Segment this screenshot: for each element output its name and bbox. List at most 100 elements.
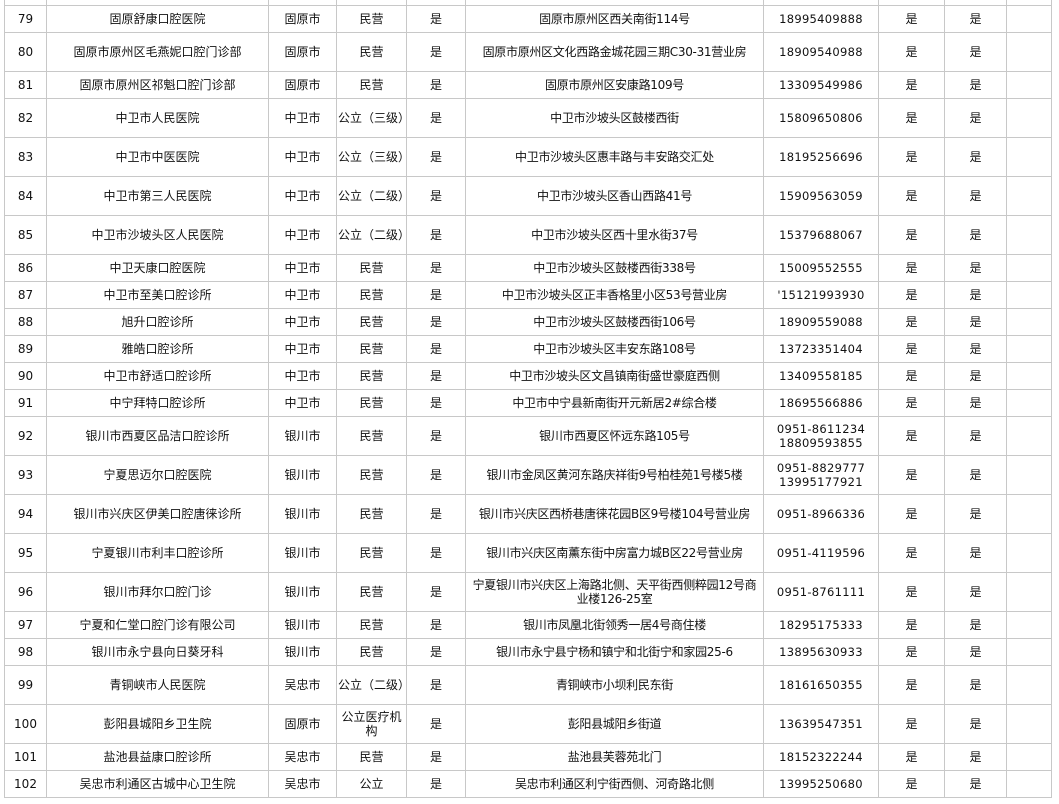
city-cell[interactable]: 中卫市 <box>268 176 337 216</box>
flag-3-cell[interactable]: 是 <box>944 71 1007 99</box>
empty-cell[interactable] <box>1006 638 1052 666</box>
flag-1-cell[interactable]: 是 <box>406 254 466 282</box>
row-number-cell[interactable]: 101 <box>4 743 47 771</box>
institution-name-cell[interactable]: 中卫市第三人民医院 <box>46 176 269 216</box>
flag-3-cell[interactable]: 是 <box>944 98 1007 138</box>
phone-cell[interactable]: 18161650355 <box>763 665 879 705</box>
flag-3-cell[interactable]: 是 <box>944 176 1007 216</box>
address-cell[interactable]: 中卫市中宁县新南街开元新居2#综合楼 <box>465 389 764 417</box>
institution-name-cell[interactable]: 固原市原州区祁魁口腔门诊部 <box>46 71 269 99</box>
phone-cell[interactable]: 13723351404 <box>763 335 879 363</box>
address-cell[interactable]: 中卫市沙坡头区鼓楼西街106号 <box>465 308 764 336</box>
flag-3-cell[interactable]: 是 <box>944 455 1007 495</box>
phone-cell[interactable]: 18195256696 <box>763 137 879 177</box>
address-cell[interactable]: 银川市永宁县宁杨和镇宁和北街宁和家园25-6 <box>465 638 764 666</box>
ownership-type-cell[interactable]: 民营 <box>336 455 407 495</box>
city-cell[interactable]: 固原市 <box>268 32 337 72</box>
flag-1-cell[interactable]: 是 <box>406 389 466 417</box>
empty-cell[interactable] <box>1006 572 1052 612</box>
phone-cell[interactable]: 0951-8611234 18809593855 <box>763 416 879 456</box>
empty-cell[interactable] <box>1006 215 1052 255</box>
empty-cell[interactable] <box>1006 665 1052 705</box>
flag-1-cell[interactable]: 是 <box>406 533 466 573</box>
institution-name-cell[interactable]: 中卫市至美口腔诊所 <box>46 281 269 309</box>
address-cell[interactable]: 中卫市沙坡头区香山西路41号 <box>465 176 764 216</box>
flag-1-cell[interactable]: 是 <box>406 362 466 390</box>
flag-2-cell[interactable]: 是 <box>878 743 945 771</box>
address-cell[interactable]: 盐池县芙蓉苑北门 <box>465 743 764 771</box>
phone-cell[interactable]: 0951-4119596 <box>763 533 879 573</box>
city-cell[interactable]: 吴忠市 <box>268 665 337 705</box>
empty-cell[interactable] <box>1006 281 1052 309</box>
flag-2-cell[interactable]: 是 <box>878 5 945 33</box>
flag-1-cell[interactable]: 是 <box>406 176 466 216</box>
flag-2-cell[interactable]: 是 <box>878 416 945 456</box>
address-cell[interactable]: 固原市原州区安康路109号 <box>465 71 764 99</box>
row-number-cell[interactable]: 79 <box>4 5 47 33</box>
ownership-type-cell[interactable]: 民营 <box>336 5 407 33</box>
phone-cell[interactable]: 13309549986 <box>763 71 879 99</box>
ownership-type-cell[interactable]: 民营 <box>336 743 407 771</box>
flag-2-cell[interactable]: 是 <box>878 137 945 177</box>
flag-2-cell[interactable]: 是 <box>878 533 945 573</box>
row-number-cell[interactable]: 97 <box>4 611 47 639</box>
address-cell[interactable]: 银川市兴庆区南薰东街中房富力城B区22号营业房 <box>465 533 764 573</box>
institution-name-cell[interactable]: 银川市永宁县向日葵牙科 <box>46 638 269 666</box>
flag-3-cell[interactable]: 是 <box>944 638 1007 666</box>
ownership-type-cell[interactable]: 民营 <box>336 572 407 612</box>
city-cell[interactable]: 固原市 <box>268 71 337 99</box>
city-cell[interactable]: 中卫市 <box>268 389 337 417</box>
ownership-type-cell[interactable]: 民营 <box>336 416 407 456</box>
institution-name-cell[interactable]: 盐池县益康口腔诊所 <box>46 743 269 771</box>
empty-cell[interactable] <box>1006 5 1052 33</box>
institution-name-cell[interactable]: 青铜峡市人民医院 <box>46 665 269 705</box>
institution-name-cell[interactable]: 固原舒康口腔医院 <box>46 5 269 33</box>
flag-3-cell[interactable]: 是 <box>944 416 1007 456</box>
flag-3-cell[interactable]: 是 <box>944 215 1007 255</box>
address-cell[interactable]: 银川市金凤区黄河东路庆祥街9号柏桂苑1号楼5楼 <box>465 455 764 495</box>
ownership-type-cell[interactable]: 民营 <box>336 494 407 534</box>
flag-2-cell[interactable]: 是 <box>878 254 945 282</box>
institution-name-cell[interactable]: 彭阳县城阳乡卫生院 <box>46 704 269 744</box>
flag-2-cell[interactable]: 是 <box>878 362 945 390</box>
ownership-type-cell[interactable]: 民营 <box>336 71 407 99</box>
row-number-cell[interactable]: 83 <box>4 137 47 177</box>
row-number-cell[interactable]: 87 <box>4 281 47 309</box>
flag-3-cell[interactable]: 是 <box>944 494 1007 534</box>
flag-3-cell[interactable]: 是 <box>944 254 1007 282</box>
empty-cell[interactable] <box>1006 71 1052 99</box>
flag-1-cell[interactable]: 是 <box>406 416 466 456</box>
address-cell[interactable]: 银川市西夏区怀远东路105号 <box>465 416 764 456</box>
phone-cell[interactable]: 15009552555 <box>763 254 879 282</box>
phone-cell[interactable]: 15909563059 <box>763 176 879 216</box>
flag-1-cell[interactable]: 是 <box>406 335 466 363</box>
phone-cell[interactable]: 0951-8966336 <box>763 494 879 534</box>
flag-1-cell[interactable]: 是 <box>406 572 466 612</box>
ownership-type-cell[interactable]: 民营 <box>336 281 407 309</box>
address-cell[interactable]: 宁夏银川市兴庆区上海路北侧、天平街西侧粹园12号商业楼126-25室 <box>465 572 764 612</box>
row-number-cell[interactable]: 89 <box>4 335 47 363</box>
flag-3-cell[interactable]: 是 <box>944 32 1007 72</box>
phone-cell[interactable]: 0951-8829777 13995177921 <box>763 455 879 495</box>
ownership-type-cell[interactable]: 民营 <box>336 32 407 72</box>
address-cell[interactable]: 中卫市沙坡头区正丰香格里小区53号营业房 <box>465 281 764 309</box>
phone-cell[interactable]: 18152322244 <box>763 743 879 771</box>
city-cell[interactable]: 中卫市 <box>268 335 337 363</box>
city-cell[interactable]: 银川市 <box>268 533 337 573</box>
flag-2-cell[interactable]: 是 <box>878 176 945 216</box>
flag-2-cell[interactable]: 是 <box>878 215 945 255</box>
address-cell[interactable]: 中卫市沙坡头区西十里水街37号 <box>465 215 764 255</box>
row-number-cell[interactable]: 94 <box>4 494 47 534</box>
address-cell[interactable]: 彭阳县城阳乡街道 <box>465 704 764 744</box>
empty-cell[interactable] <box>1006 494 1052 534</box>
empty-cell[interactable] <box>1006 362 1052 390</box>
flag-1-cell[interactable]: 是 <box>406 281 466 309</box>
phone-cell[interactable]: 13995250680 <box>763 770 879 798</box>
row-number-cell[interactable]: 96 <box>4 572 47 612</box>
flag-3-cell[interactable]: 是 <box>944 137 1007 177</box>
address-cell[interactable]: 银川市兴庆区西桥巷唐徕花园B区9号楼104号营业房 <box>465 494 764 534</box>
institution-name-cell[interactable]: 宁夏和仁堂口腔门诊有限公司 <box>46 611 269 639</box>
institution-name-cell[interactable]: 旭升口腔诊所 <box>46 308 269 336</box>
row-number-cell[interactable]: 82 <box>4 98 47 138</box>
city-cell[interactable]: 中卫市 <box>268 137 337 177</box>
